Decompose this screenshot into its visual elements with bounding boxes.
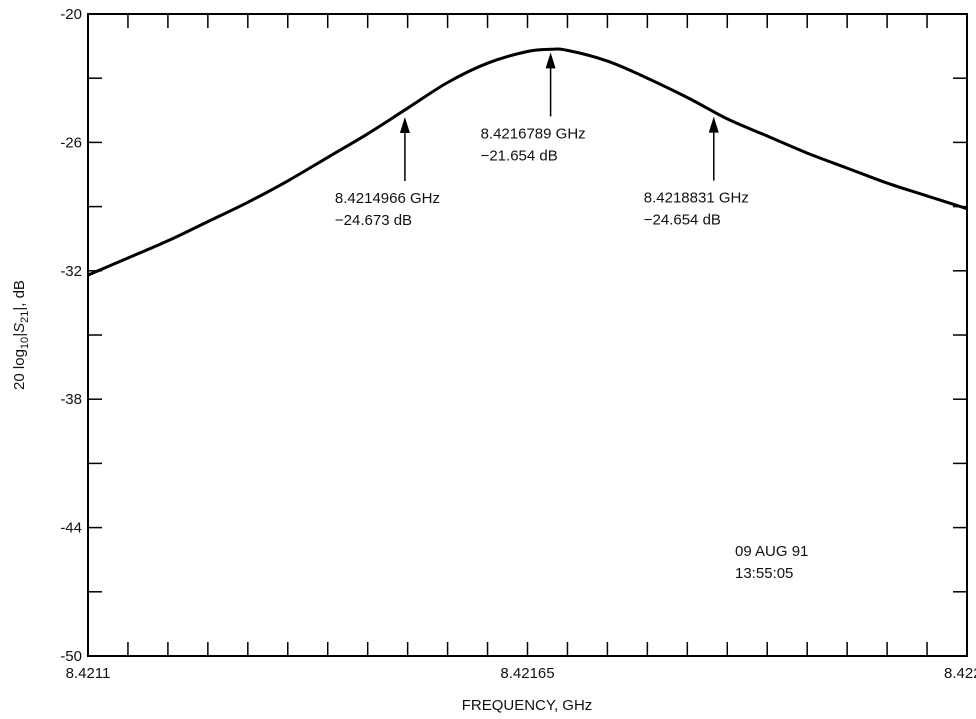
y-axis-title-sub21: 21 <box>19 311 31 323</box>
marker-frequency-label-0: 8.4214966 GHz <box>335 190 440 207</box>
x-tick-label-2: 8.4222 <box>944 665 976 682</box>
marker-arrow-head-2 <box>708 116 719 133</box>
marker-level-label-2: −24.654 dB <box>644 212 721 229</box>
y-axis-title-mid: |S <box>11 323 28 337</box>
y-tick-label-1: -26 <box>60 134 82 151</box>
timestamp-time: 13:55:05 <box>735 565 793 582</box>
marker-frequency-label-1: 8.4216789 GHz <box>481 125 586 142</box>
marker-arrow-head-1 <box>545 52 556 69</box>
x-tick-label-0: 8.4211 <box>66 665 111 682</box>
y-tick-label-5: -50 <box>60 648 82 665</box>
axis-tick-labels: 8.4211 8.42165 8.4222 -20 -26 -32 -38 -44 -50 <box>60 6 976 682</box>
y-axis-title: 20 log10|S21|, dB <box>11 280 31 390</box>
marker-annotations: 8.4214966 GHz −24.673 dB 8.4216789 GHz −21.… <box>335 52 749 229</box>
axis-ticks <box>87 13 968 657</box>
y-tick-label-2: -32 <box>60 263 82 280</box>
timestamp-date: 09 AUG 91 <box>735 543 808 560</box>
x-tick-label-1: 8.42165 <box>500 665 554 682</box>
marker-frequency-label-2: 8.4218831 GHz <box>644 190 749 207</box>
y-tick-label-0: -20 <box>60 6 82 23</box>
svg-text:20 log10|S21|, dB: 20 log10|S21|, dB <box>11 280 31 390</box>
marker-arrow-head-0 <box>399 117 410 134</box>
y-axis-title-sub10: 10 <box>19 337 31 349</box>
plot-frame <box>87 13 968 657</box>
y-axis-title-suffix: |, dB <box>11 280 28 311</box>
x-axis-title: FREQUENCY, GHz <box>462 697 593 714</box>
y-axis-title-prefix: 20 log <box>11 349 28 390</box>
s21-response-curve <box>87 47 968 277</box>
y-tick-label-3: -38 <box>60 391 82 408</box>
marker-level-label-0: −24.673 dB <box>335 212 412 229</box>
marker-level-label-1: −21.654 dB <box>481 147 558 164</box>
y-tick-label-4: -44 <box>60 520 82 537</box>
